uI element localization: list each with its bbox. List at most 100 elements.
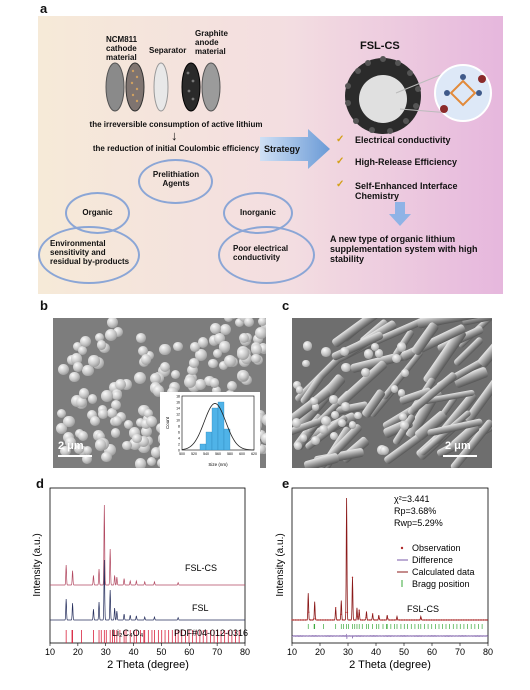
particle: [137, 435, 150, 448]
observation-point: [422, 619, 424, 621]
particle: [208, 359, 218, 369]
observation-point: [355, 619, 357, 621]
observation-point: [476, 619, 478, 621]
observation-point: [387, 617, 389, 620]
xaxis-label-d: 2 Theta (degree): [107, 659, 189, 671]
particle: [363, 349, 374, 359]
particle: [311, 403, 320, 411]
particle: [255, 327, 266, 339]
particle: [261, 432, 266, 444]
particle: [72, 341, 83, 352]
particle: [204, 375, 215, 387]
observation-point: [319, 619, 322, 621]
observation-point: [410, 619, 412, 621]
particle: [319, 425, 328, 435]
observation-point: [466, 619, 468, 621]
observation-point: [472, 619, 475, 621]
particle: [310, 397, 318, 405]
legend-calculated: Calculated data: [412, 567, 475, 577]
observation-point: [445, 619, 448, 621]
observation-point: [449, 619, 451, 621]
particle: [123, 420, 133, 430]
particle: [299, 434, 308, 442]
xtick-label: 30: [101, 647, 111, 657]
observation-point: [343, 619, 345, 621]
particle: [122, 440, 132, 450]
xtick-label: 70: [455, 647, 465, 657]
observation-point: [323, 619, 325, 621]
histogram-bar: [211, 407, 219, 451]
particle: [243, 318, 255, 328]
inset-xlabel: Size (nm): [208, 462, 228, 467]
particle: [112, 391, 122, 401]
particle: [173, 341, 183, 352]
particle: [321, 416, 332, 427]
particle: [399, 420, 409, 430]
particle: [82, 364, 94, 377]
inset-xtick: 500: [179, 452, 185, 456]
particle: [104, 329, 117, 342]
xtick-label: 80: [240, 647, 250, 657]
check-icon: ✓: [336, 134, 345, 145]
observation-point: [420, 618, 423, 620]
particle: [241, 353, 253, 365]
particle: [391, 385, 399, 393]
particle: [138, 441, 150, 454]
xtick-label: 20: [73, 647, 83, 657]
observation-point: [464, 619, 466, 621]
cathode-label: NCM811 cathode material: [106, 35, 138, 62]
observation-point: [437, 619, 439, 621]
anode-label: Graphite anode material: [195, 29, 228, 56]
histogram-bar: [199, 443, 207, 451]
particle: [194, 379, 206, 390]
observation-point: [306, 619, 308, 621]
legend-bragg: Bragg position: [412, 579, 470, 589]
irreversible-consumption-text: the irreversible consumption of active l…: [89, 120, 263, 129]
observation-point: [373, 619, 376, 621]
inset-xtick: 580: [227, 452, 233, 456]
particle: [189, 341, 200, 352]
particle: [292, 380, 301, 389]
observation-point: [363, 619, 365, 621]
observation-point: [392, 619, 394, 621]
inset-ytick: 8: [178, 425, 180, 429]
observation-point: [328, 619, 330, 621]
organic-label: Organic: [82, 208, 113, 217]
observation-point: [413, 619, 416, 621]
observation-point: [334, 607, 337, 609]
series-label-fsl-cs: FSL-CS: [185, 563, 217, 573]
feature-conductivity: Electrical conductivity: [355, 135, 451, 145]
scale-label-b: 2 μm: [58, 440, 84, 452]
feature-interface-chemistry: Self-Enhanced Interface Chemistry: [355, 181, 458, 201]
conclusion-text: A new type of organic lithium supplement…: [330, 234, 478, 264]
stat-rp: Rp=3.68%: [394, 506, 436, 516]
particle: [107, 407, 118, 418]
observation-point: [303, 619, 305, 621]
observation-point: [484, 619, 486, 621]
observation-point: [402, 619, 404, 621]
observation-point: [390, 619, 392, 621]
inorganic-label: Inorganic: [239, 208, 276, 217]
particle: [111, 400, 122, 411]
observation-point: [311, 619, 313, 621]
observation-point: [361, 619, 364, 621]
battery-components-illustration: [105, 62, 221, 112]
xtick-label: 70: [212, 647, 222, 657]
size-histogram-inset: 0 2 4 6 8 10 12 14 16 18 500 520 540 560 580 600 620 Si…: [160, 392, 260, 468]
particle: [137, 345, 149, 357]
particle: [150, 447, 162, 458]
particle: [341, 401, 351, 411]
particle: [96, 339, 107, 350]
observation-point: [407, 619, 409, 621]
xtick-label: 10: [287, 647, 297, 657]
particle: [100, 451, 112, 463]
particle: [149, 372, 161, 384]
particle: [146, 456, 157, 466]
series-label-fsl: FSL: [192, 603, 209, 613]
observation-point: [333, 619, 335, 621]
particle: [94, 332, 104, 343]
particle: [89, 416, 100, 427]
observation-point: [447, 619, 449, 621]
particle: [210, 323, 222, 335]
inset-ytick: 6: [178, 431, 180, 435]
